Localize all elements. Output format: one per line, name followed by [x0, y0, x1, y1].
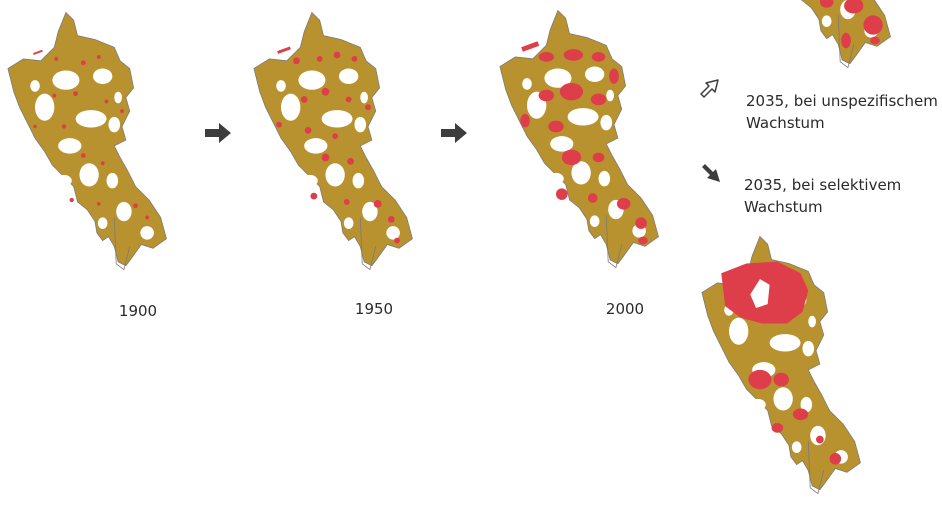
scenario-label-unspecific: 2035, bei unspezifischem Wachstum: [746, 90, 938, 134]
arrow-down-right-filled-icon: [702, 164, 720, 182]
map-1950: [253, 11, 413, 271]
arrow-up-right-outline-icon: [700, 79, 719, 98]
map-2000: [499, 9, 659, 269]
year-label-1950: 1950: [354, 300, 394, 318]
scenario-unspecific-line1: 2035, bei unspezifischem: [746, 92, 938, 110]
arrow-right-icon: [205, 123, 231, 143]
map-2035-unspecific: [731, 0, 891, 69]
year-label-1900: 1900: [118, 302, 158, 320]
scenario-selective-line2: Wachstum: [744, 198, 823, 216]
arrow-right-icon: [441, 123, 467, 143]
scenario-selective-line1: 2035, bei selektivem: [744, 176, 902, 194]
map-1900: [7, 11, 167, 271]
scenario-unspecific-line2: Wachstum: [746, 114, 825, 132]
scenario-label-selective: 2035, bei selektivem Wachstum: [744, 174, 901, 218]
year-label-2000: 2000: [605, 300, 645, 318]
map-2035-selective: [701, 235, 861, 495]
